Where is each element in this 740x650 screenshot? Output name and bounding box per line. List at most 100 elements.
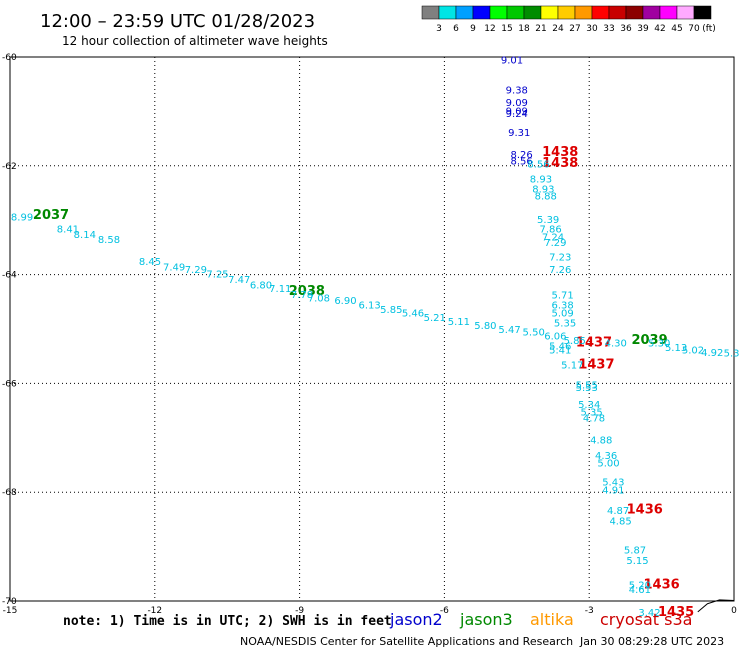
jason3-point: 2038 [289,284,325,299]
colorbar: 3 6 9 12 15 18 21 24 27 30 33 36 39 42 45 70 (ft) [421,5,716,34]
s3a-point: 8.41 [57,224,79,235]
chart-subtitle: 12 hour collection of altimeter wave hei… [62,34,328,48]
jason2-point: 9.09 [506,98,528,109]
footer-timestamp: Jan 30 08:29:28 UTC 2023 [579,635,724,648]
s3a-point: 4.61 [629,585,651,596]
s3a-point: 4.30 [605,339,627,350]
s3a-point: 7.49 [163,262,185,273]
colorbar-label: 70 [688,24,700,34]
s3a-point: 4.78 [583,414,605,425]
s3a-point: 7.25 [206,270,228,281]
colorbar-label: 24 [552,24,564,34]
colorbar-label: 45 [671,24,682,34]
x-tick-label: -9 [295,606,304,616]
s3a-point: 5.39 [537,215,559,226]
colorbar-swatch [642,5,661,20]
colorbar-label: 6 [453,24,459,34]
s3a-point: 7.26 [549,265,571,276]
x-tick-label: 0 [731,606,737,616]
s3a-point: 5.20 [629,581,651,592]
s3a-point: 7.78 [291,290,313,301]
s3a-point: 7.47 [228,275,250,286]
colorbar-label: 39 [637,24,649,34]
s3a-point: 7.29 [544,238,566,249]
jason2-point: 9.09 [506,106,528,117]
s3a-point: 5.50 [523,328,545,339]
s3a-point: 6.13 [358,301,380,312]
s3a-point: 5.30 [648,339,670,350]
s3a-point: 5.41 [549,346,571,357]
s3a-point: 7.23 [549,253,571,264]
s3a-point: 7.29 [185,265,207,276]
s3a-point: 5.85 [564,336,586,347]
cryosat-point: 1437 [578,357,614,372]
s3a-point: 4.87 [607,506,629,517]
s3a-point: 5.02 [682,346,704,357]
s3a-point: 6.90 [334,296,356,307]
s3a-point: 4.85 [609,516,631,527]
s3a-point: 6.06 [544,332,566,343]
legend-item: cryosat s3a [600,610,692,629]
s3a-point: 5.71 [552,291,574,302]
colorbar-swatch [455,5,474,20]
cryosat-point: 1436 [627,503,663,518]
jason3-point: 2039 [631,333,667,348]
s3a-point: 8.88 [535,192,557,203]
colorbar-label: 12 [484,24,495,34]
s3a-point: 5.47 [498,325,520,336]
land-outline [697,599,735,613]
chart-title: 12:00 – 23:59 UTC 01/28/2023 [40,11,315,32]
colorbar-label: 15 [501,24,512,34]
x-tick-label: -6 [440,606,449,616]
s3a-point: 5.85 [380,305,402,316]
colorbar-swatch [591,5,610,20]
colorbar-swatch [608,5,627,20]
s3a-point: 7.11 [269,284,291,295]
y-tick-label: -68 [2,488,17,498]
colorbar-label: 36 [620,24,632,34]
s3a-point: 8.58 [98,235,120,246]
colorbar-swatch [693,5,712,20]
s3a-point: 8.99 [11,212,33,223]
s3a-point: 5.11 [448,317,470,328]
cryosat-point: 1437 [576,336,612,351]
s3a-point: 6.80 [250,280,272,291]
cryosat-point: 1438 [542,156,578,171]
s3a-point: 5.35 [580,408,602,419]
s3a-point: 4.36 [595,451,617,462]
colorbar-label: 18 [518,24,530,34]
colorbar-label: 30 [586,24,598,34]
s3a-point: 7.24 [542,233,564,244]
axis-ticks: -15 -12 -9 -6 -3 0 -60 -62 -64 -66 -68 -70 [2,53,737,616]
colorbar-swatch [659,5,678,20]
s3a-point: 5.17 [561,360,583,371]
s3a-point: 3.42 [638,608,660,619]
s3a-point: 4.88 [590,435,612,446]
grid-lines [10,57,734,601]
colorbar-label: 27 [569,24,580,34]
s3a-point: 5.43 [602,477,624,488]
footer-credit: NOAA/NESDIS Center for Satellite Applica… [240,635,573,648]
colorbar-swatch [506,5,525,20]
colorbar-unit: (ft) [702,24,716,34]
footer-note: note: 1) Time is in UTC; 2) SWH is in fe… [63,614,392,629]
colorbar-label: 3 [436,24,442,34]
colorbar-swatch [676,5,695,20]
s3a-point: 5.35 [554,318,576,329]
x-tick-label: -12 [147,606,162,616]
cryosat-point: 1436 [644,578,680,593]
y-tick-label: -62 [2,162,17,172]
s3a-point: 8.56 [527,160,549,171]
jason2-point: 9.31 [508,128,530,139]
y-tick-label: -66 [2,379,17,389]
s3a-point: 7.08 [308,293,330,304]
s3a-point: 7.86 [539,224,561,235]
cryosat-point: 1438 [542,145,578,160]
s3a-point: 5.46 [402,309,424,320]
s3a-point: 4.91 [602,485,624,496]
s3a-point: 5.46 [549,341,571,352]
s3a-point: 5.21 [424,313,446,324]
data-points: 9.019.389.099.099.249.318.268.5620372038… [11,56,740,620]
